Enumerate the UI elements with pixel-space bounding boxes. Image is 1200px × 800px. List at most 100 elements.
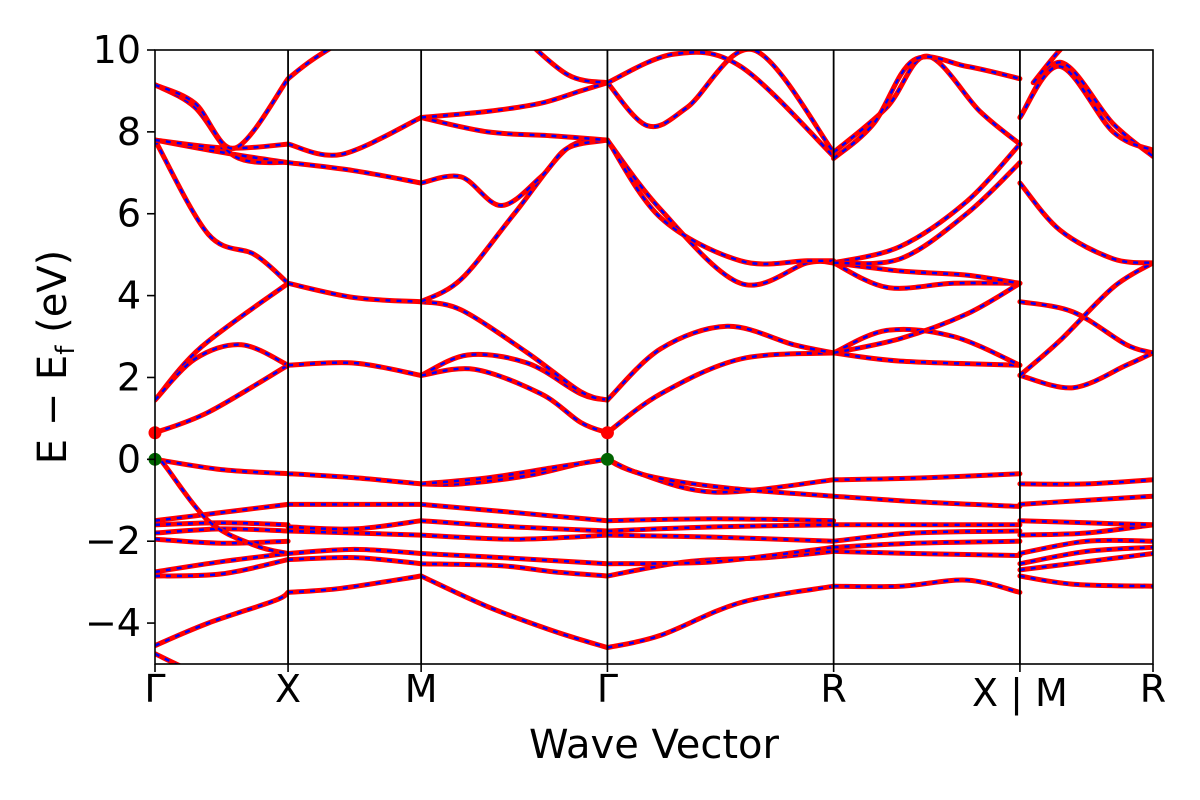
band-line [533, 50, 610, 86]
band-line [285, 50, 333, 82]
band-line-overlay [288, 556, 422, 565]
band-line-overlay [287, 282, 422, 303]
band-line-overlay [1019, 523, 1153, 537]
band-line-overlay [155, 521, 289, 526]
band-line-overlay [155, 591, 289, 647]
band-line-overlay [287, 161, 422, 185]
band-line-overlay [606, 351, 834, 434]
band-line-overlay [155, 538, 289, 545]
high-symmetry-lines [287, 50, 1021, 664]
band-line [155, 137, 291, 286]
band-line-overlay [155, 364, 289, 434]
band-line [604, 583, 837, 651]
band-line [831, 260, 1023, 291]
band-line-overlay [420, 300, 608, 402]
band-line-overlay [288, 548, 422, 555]
bands-layer [155, 50, 1153, 664]
band-line [285, 360, 424, 378]
y-tick-label: 4 [117, 274, 141, 318]
band-line-overlay [607, 550, 834, 578]
band-line-overlay [1018, 182, 1153, 265]
x-tick-label: Γ [144, 667, 165, 711]
band-line-overlay [1019, 539, 1153, 555]
band-line-overlay [832, 55, 1021, 160]
y-tick-label: 10 [93, 28, 141, 72]
band-line-overlay [1019, 261, 1153, 377]
band-line-overlay [288, 574, 422, 594]
band-line-overlay [1019, 519, 1153, 526]
band-line-overlay [155, 503, 289, 522]
y-tick-label: −2 [85, 519, 141, 563]
band-line-overlay [833, 282, 1021, 355]
vbm-marker [600, 452, 614, 466]
band-line [1017, 299, 1153, 356]
x-tick-label: M [405, 667, 438, 711]
x-tick-label: X [275, 667, 301, 711]
band-line-overlay [155, 77, 290, 150]
band-line-overlay [833, 351, 1020, 367]
band-line-overlay [288, 529, 422, 537]
band-line-overlay [833, 328, 1021, 367]
band-line [418, 299, 610, 403]
band-line [1017, 63, 1153, 153]
band-line-overlay [155, 343, 289, 401]
y-tick-label: 8 [117, 110, 141, 154]
x-tick-label: X | M [972, 671, 1068, 716]
band-line-overlay [1019, 574, 1153, 588]
band-line-overlay [607, 533, 834, 543]
band-line-overlay [288, 472, 422, 486]
band-line-overlay [155, 138, 289, 150]
x-tick-label: R [820, 667, 846, 711]
band-line-overlay [833, 472, 1020, 481]
band-line-overlay [288, 361, 422, 377]
band-line [1030, 50, 1064, 86]
band-line-overlay [1019, 495, 1153, 506]
band-line [418, 366, 610, 436]
band-line-overlay [606, 458, 834, 498]
band-line-overlay [1019, 300, 1153, 355]
band-line-overlay [420, 138, 608, 207]
band-line-overlay [287, 116, 422, 157]
y-tick-label: 2 [117, 355, 141, 399]
band-line-overlay [155, 282, 289, 401]
x-axis-ticks: Γ X M Γ R X | M R [144, 664, 1166, 716]
band-line-overlay [155, 458, 289, 475]
band-line-overlay [606, 139, 834, 266]
band-line-overlay [421, 533, 608, 541]
band-line-overlay [833, 529, 1020, 543]
band-line [155, 651, 182, 664]
y-axis-ticks: −4 −2 0 2 4 6 8 10 [85, 28, 155, 645]
band-line-overlay [833, 540, 1020, 549]
band-line-overlay [833, 161, 1021, 265]
band-line [418, 80, 610, 120]
band-line [418, 137, 610, 305]
band-line-overlay [421, 503, 608, 522]
y-tick-label: 0 [117, 437, 141, 481]
band-line-overlay [420, 367, 608, 434]
band-line-overlay [534, 50, 608, 84]
band-line-overlay [287, 50, 330, 80]
band-line-overlay [1019, 478, 1153, 486]
band-line [418, 456, 610, 487]
x-tick-label: R [1140, 667, 1166, 711]
band-line-overlay [421, 562, 608, 578]
band-line-overlay [420, 81, 608, 119]
band-line-overlay [606, 325, 834, 401]
band-line [831, 280, 1023, 356]
band-line-overlay [1019, 546, 1153, 565]
band-line-overlay [421, 552, 608, 565]
band-line [831, 141, 1023, 266]
band-line-overlay [607, 546, 834, 565]
band-line-overlay [288, 519, 422, 531]
cbm-marker [600, 426, 614, 440]
band-line-overlay [421, 458, 608, 486]
band-line [1017, 180, 1153, 266]
band-line [418, 115, 610, 143]
y-axis-label: E − Ef (eV) [30, 250, 81, 465]
y-axis-label-unit: (eV) [30, 250, 76, 346]
band-line-overlay [833, 495, 1020, 508]
band-line-overlay [607, 517, 834, 522]
band-line-overlay [421, 519, 608, 533]
band-line-overlay [155, 552, 289, 574]
band-line-overlay [833, 550, 1020, 557]
